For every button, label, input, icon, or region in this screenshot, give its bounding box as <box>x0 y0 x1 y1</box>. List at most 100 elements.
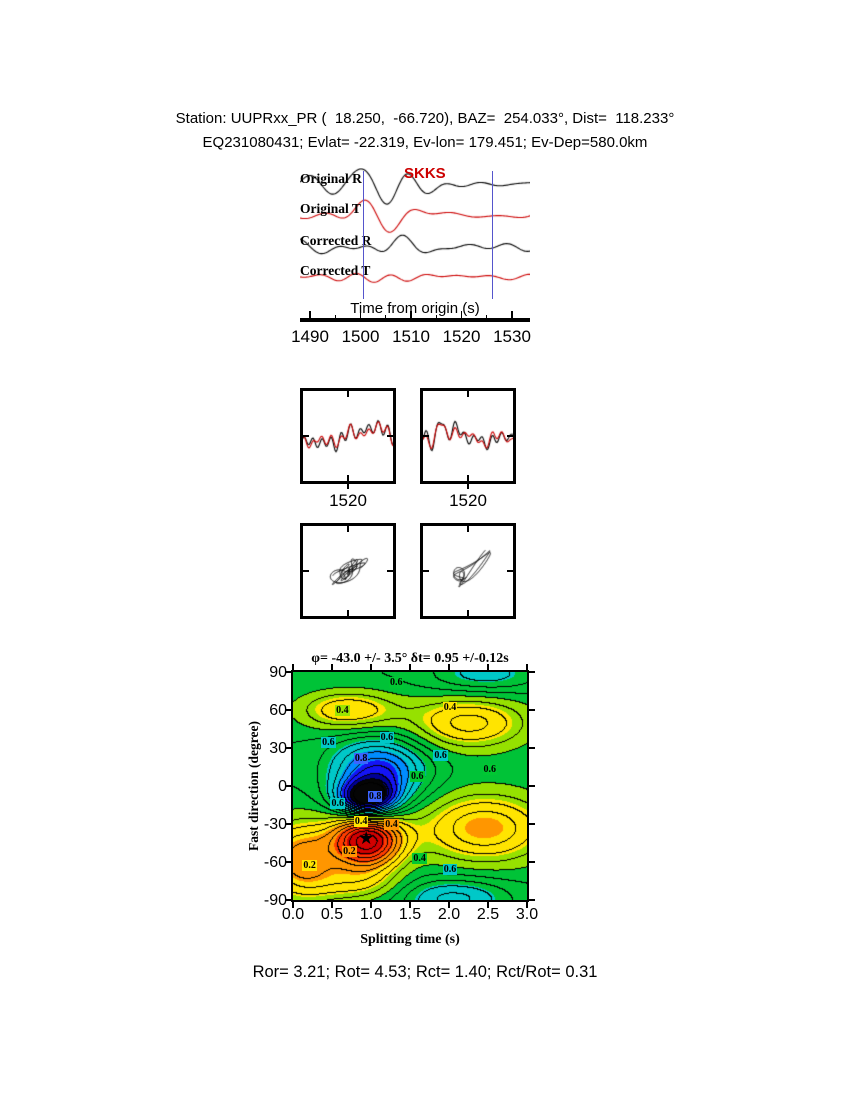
contour-canvas <box>293 672 527 900</box>
frame-tick <box>347 475 349 481</box>
contour-level-label: 0.4 <box>412 852 427 864</box>
frame-tick <box>448 902 450 908</box>
frame-tick <box>529 861 535 863</box>
frame-tick <box>529 709 535 711</box>
windowed-waveform-panel: 1520 1520 <box>300 388 530 523</box>
grid-search-panel: φ= -43.0 +/- 3.5° δt= 0.95 +/-0.12s Fast… <box>245 648 575 968</box>
ytick-30: 30 <box>269 740 287 757</box>
time-axis-label: Time from origin (s) <box>350 300 480 317</box>
window-tick-left: 1520 <box>329 491 367 510</box>
contour-level-label: 0.4 <box>442 702 458 714</box>
best-solution-star: ★ <box>358 828 375 849</box>
splitting-result-title: φ= -43.0 +/- 3.5° δt= 0.95 +/-0.12s <box>311 651 509 666</box>
trace-label-corrected-r: Corrected R <box>300 233 372 248</box>
window-end-line <box>491 171 493 299</box>
contour-level-label: 0.6 <box>442 864 458 876</box>
xtick-0.0: 0.0 <box>281 906 305 923</box>
contour-level-label: 0.2 <box>342 846 357 858</box>
trace-label-original-t: Original T <box>300 201 361 216</box>
frame-tick <box>370 664 372 670</box>
seismogram-panel: SKKS Original R Original T Corrected R C… <box>291 165 531 360</box>
contour-level-label: 0.6 <box>433 750 448 762</box>
axis-major-tick <box>359 311 362 318</box>
ytick-60: 60 <box>269 702 287 719</box>
frame-tick <box>331 664 333 670</box>
ytick-0: 0 <box>278 778 287 795</box>
frame-tick <box>285 823 291 825</box>
contour-level-label: 0.8 <box>353 752 369 764</box>
contour-level-label: 0.6 <box>330 798 345 810</box>
frame-tick <box>370 902 372 908</box>
frame-tick <box>423 570 429 572</box>
frame-tick <box>387 570 393 572</box>
windowed-waveform-canvas-right <box>423 391 513 481</box>
axis-minor-tick <box>385 314 387 319</box>
ytick-m60: -60 <box>263 854 287 871</box>
frame-tick <box>529 671 535 673</box>
time-tick-1500: 1500 <box>341 327 380 346</box>
frame-tick <box>487 902 489 908</box>
frame-tick <box>507 570 513 572</box>
xtick-1.5: 1.5 <box>398 906 422 923</box>
axis-major-tick <box>309 311 311 318</box>
particle-motion-canvas-right <box>423 526 513 616</box>
contour-level-label: 0.6 <box>388 677 404 689</box>
contour-plot: 0.6 0.4 0.4 0.6 0.6 0.8 0.6 0.6 0.8 0.6 0.6 0.4 0.4 0… <box>291 670 529 902</box>
x-axis-label: Splitting time (s) <box>360 932 460 947</box>
frame-tick <box>467 526 469 532</box>
particle-motion-panel <box>300 523 530 633</box>
frame-tick <box>285 899 291 901</box>
phase-pick-label: SKKS <box>404 165 446 182</box>
frame-tick <box>292 902 294 908</box>
xtick-1.0: 1.0 <box>359 906 383 923</box>
frame-tick <box>285 709 291 711</box>
station-header: Station: UUPRxx_PR ( 18.250, -66.720), B… <box>175 110 675 127</box>
frame-tick <box>347 526 349 532</box>
frame-tick <box>303 570 309 572</box>
contour-level-label: 0.4 <box>384 818 399 830</box>
frame-tick <box>467 475 469 481</box>
window-start-line <box>363 171 365 299</box>
frame-tick <box>423 435 429 437</box>
frame-tick <box>467 610 469 616</box>
seismogram-canvas <box>300 168 530 308</box>
particle-motion-box-left <box>300 523 396 619</box>
xtick-2.0: 2.0 <box>437 906 461 923</box>
particle-motion-canvas-left <box>303 526 393 616</box>
frame-tick <box>467 391 469 397</box>
trace-label-corrected-t: Corrected T <box>300 263 371 278</box>
axis-major-tick <box>511 311 513 318</box>
axis-minor-tick <box>435 314 437 319</box>
frame-tick <box>409 902 411 908</box>
windowed-waveform-canvas-left <box>303 391 393 481</box>
frame-tick <box>409 664 411 670</box>
frame-tick <box>529 899 535 901</box>
frame-tick <box>529 823 535 825</box>
axis-major-tick <box>410 311 412 318</box>
ytick-m30: -30 <box>263 816 287 833</box>
frame-tick <box>303 435 309 437</box>
time-tick-1530: 1530 <box>493 327 531 346</box>
frame-tick <box>347 610 349 616</box>
contour-level-label: 0.2 <box>302 859 317 871</box>
frame-tick <box>331 902 333 908</box>
time-tick-1520: 1520 <box>442 327 481 346</box>
window-tick-right: 1520 <box>449 491 487 510</box>
frame-tick <box>526 664 528 670</box>
frame-tick <box>347 391 349 397</box>
axis-minor-tick <box>334 314 336 319</box>
quality-stats: Ror= 3.21; Rot= 4.53; Rct= 1.40; Rct/Rot… <box>252 963 598 981</box>
xtick-3.0: 3.0 <box>515 906 539 923</box>
frame-tick <box>387 435 393 437</box>
frame-tick <box>529 785 535 787</box>
frame-tick <box>529 747 535 749</box>
frame-tick <box>448 664 450 670</box>
contour-level-label: 0.4 <box>335 704 350 716</box>
frame-tick <box>507 435 513 437</box>
event-header: EQ231080431; Evlat= -22.319, Ev-lon= 179… <box>202 134 648 151</box>
contour-level-label: 0.4 <box>353 816 369 828</box>
contour-level-label: 0.6 <box>379 732 395 744</box>
frame-tick <box>292 664 294 670</box>
tick-mark <box>467 484 469 489</box>
